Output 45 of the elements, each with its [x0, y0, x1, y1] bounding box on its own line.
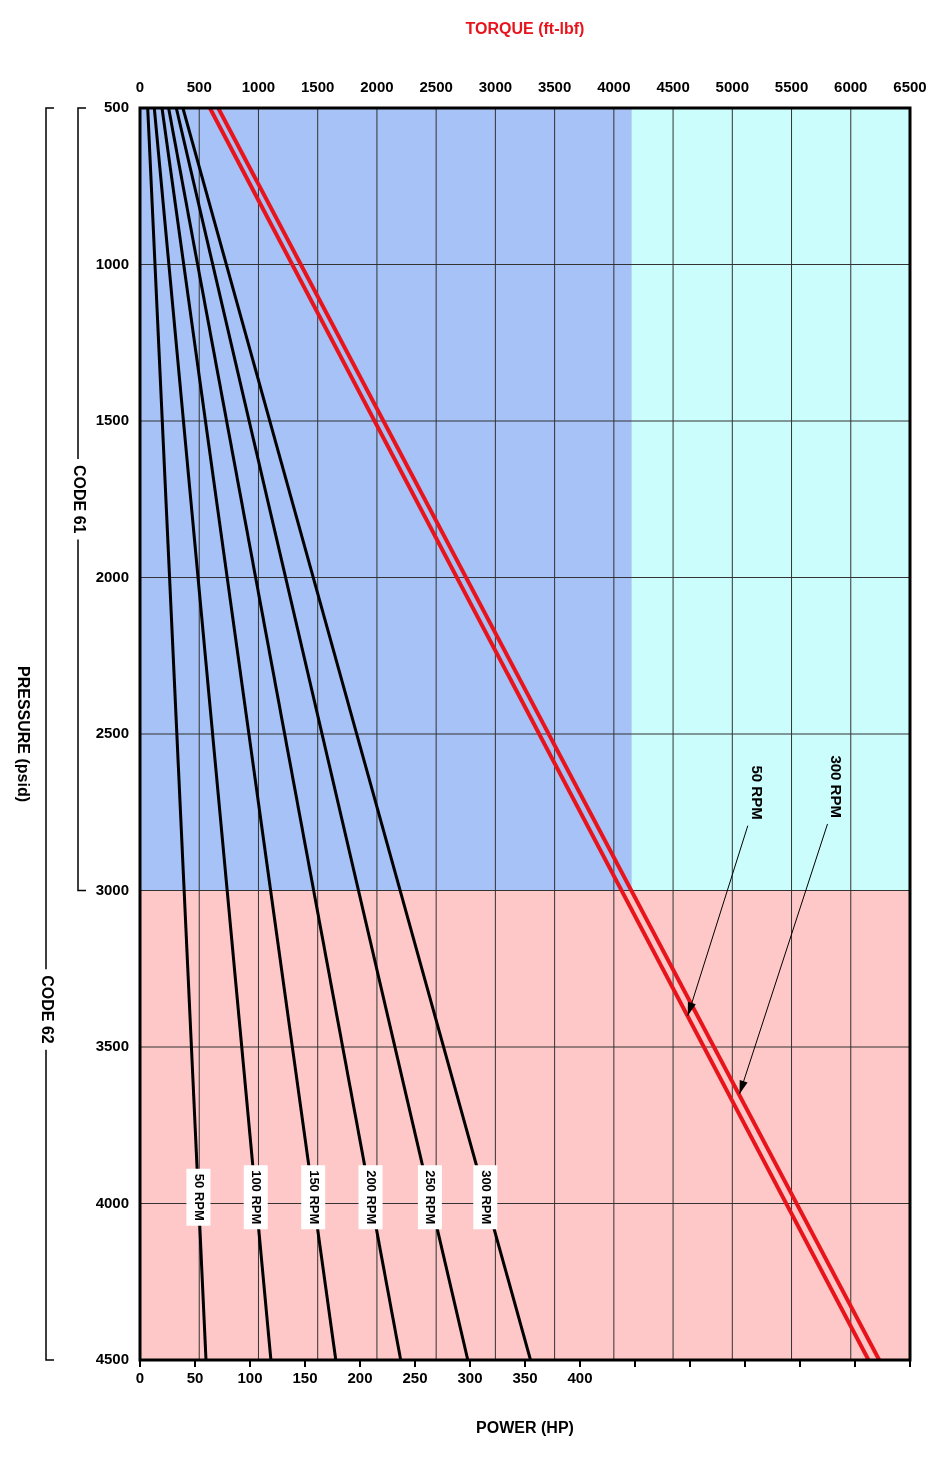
x-tick-label: 200: [347, 1369, 373, 1387]
x-tick-label: 300: [457, 1369, 483, 1387]
x-axis-title: POWER (HP): [476, 1418, 574, 1436]
x2-tick-label: 3500: [537, 78, 572, 96]
x2-tick-label: 500: [186, 78, 212, 96]
annotation: 50 RPM: [748, 765, 766, 820]
y-axis-title: PRESSURE (psid): [14, 665, 32, 803]
x-tick-label: 400: [567, 1369, 593, 1387]
text: CODE 62: [38, 975, 56, 1044]
x2-axis-title: TORQUE (ft-lbf): [465, 20, 585, 38]
x2-tick-label: 6500: [893, 78, 927, 96]
x2-tick-label: 1000: [241, 78, 276, 96]
y-tick-label: 3500: [95, 1037, 129, 1055]
y-tick-label: 1000: [95, 254, 129, 272]
x-tick-label: 50: [186, 1369, 204, 1387]
x2-tick-label: 6000: [834, 78, 868, 96]
y-tick-label: 3000: [95, 880, 129, 898]
x2-tick-label: 5000: [715, 78, 749, 96]
text: 150 RPM: [306, 1170, 322, 1225]
y-tick-label: 4000: [95, 1193, 129, 1211]
annotation: 300 RPM: [828, 755, 846, 818]
y-tick-label: 1500: [95, 411, 129, 429]
x2-tick-label: 2000: [360, 78, 394, 96]
y-tick-label: 500: [103, 98, 129, 116]
x2-tick-label: 4000: [597, 78, 631, 96]
text: 50 RPM: [191, 1173, 207, 1221]
text: CODE 61: [70, 465, 88, 534]
y-tick-label: 2500: [95, 724, 129, 742]
x2-tick-label: 5500: [774, 78, 809, 96]
x2-tick-label: 1500: [301, 78, 335, 96]
x2-tick-label: 0: [135, 78, 145, 96]
x2-tick-label: 2500: [419, 78, 453, 96]
x2-tick-label: 4500: [656, 78, 690, 96]
text: 100 RPM: [249, 1170, 265, 1225]
x2-tick-label: 3000: [478, 78, 513, 96]
text: 300 RPM: [478, 1170, 494, 1225]
text: 250 RPM: [423, 1170, 439, 1225]
x-tick-label: 100: [237, 1369, 263, 1387]
x-tick-label: 250: [402, 1369, 428, 1387]
x-tick-label: 0: [135, 1369, 145, 1387]
y-tick-label: 4500: [95, 1350, 129, 1368]
y-tick-label: 2000: [95, 567, 129, 585]
text: 200 RPM: [363, 1170, 379, 1225]
x-tick-label: 150: [292, 1369, 318, 1387]
x-tick-label: 350: [512, 1369, 538, 1387]
